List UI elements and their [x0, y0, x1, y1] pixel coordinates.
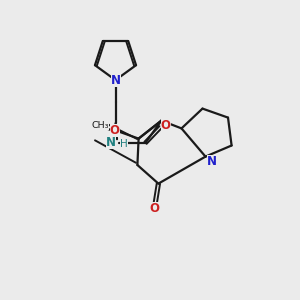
Text: O: O: [110, 124, 120, 137]
Text: CH₃: CH₃: [91, 121, 109, 130]
Text: N: N: [110, 74, 121, 87]
Text: O: O: [149, 202, 159, 215]
Text: N: N: [106, 136, 116, 149]
Text: O: O: [160, 119, 171, 132]
Text: H: H: [120, 139, 128, 149]
Text: N: N: [207, 155, 217, 168]
